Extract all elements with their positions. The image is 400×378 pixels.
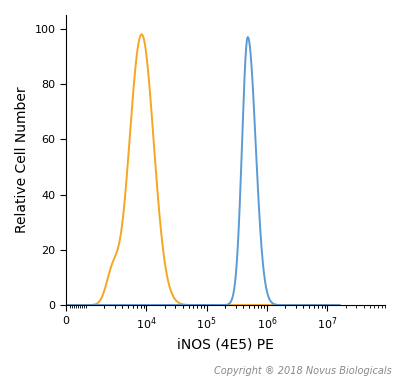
X-axis label: iNOS (4E5) PE: iNOS (4E5) PE [177,338,274,352]
Y-axis label: Relative Cell Number: Relative Cell Number [15,87,29,233]
Text: Copyright ® 2018 Novus Biologicals: Copyright ® 2018 Novus Biologicals [214,366,392,376]
